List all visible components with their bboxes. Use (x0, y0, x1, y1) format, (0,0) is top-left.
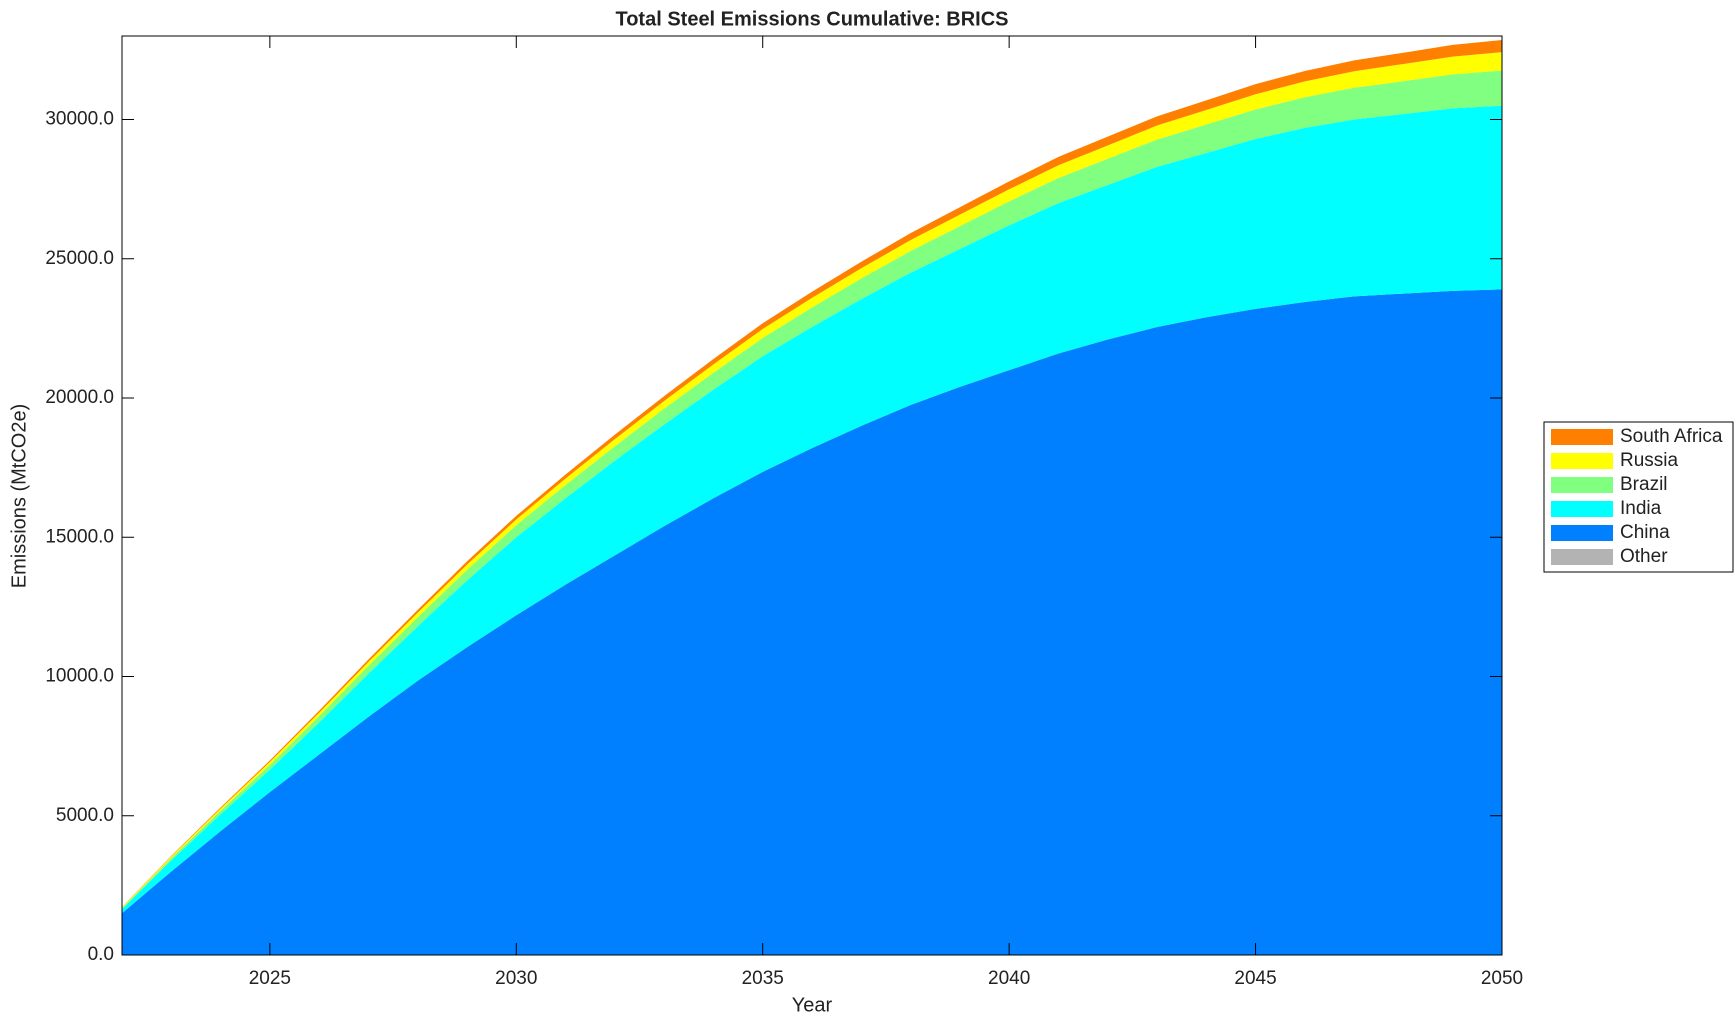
x-tick-label: 2035 (742, 968, 784, 989)
legend-label: Russia (1620, 450, 1679, 471)
x-tick-label: 2040 (988, 968, 1030, 989)
legend-swatch (1551, 525, 1613, 541)
y-tick-label: 30000.0 (45, 109, 114, 130)
area (122, 289, 1502, 955)
legend-label: Other (1620, 546, 1668, 567)
y-tick-label: 5000.0 (56, 805, 114, 826)
x-tick-label: 2030 (495, 968, 537, 989)
y-tick-label: 20000.0 (45, 387, 114, 408)
y-axis-label: Emissions (MtCO2e) (8, 404, 30, 588)
plot-frame (121, 35, 1503, 956)
y-tick-label: 10000.0 (45, 666, 114, 687)
legend-box (1543, 421, 1734, 573)
area (122, 105, 1502, 914)
chart-title: Total Steel Emissions Cumulative: BRICS (615, 8, 1008, 30)
legend-swatch (1551, 501, 1613, 517)
legend-label: India (1620, 498, 1662, 519)
legend-swatch (1551, 549, 1613, 565)
x-axis-label: Year (792, 994, 833, 1016)
legend-label: South Africa (1620, 426, 1723, 447)
legend-swatch (1551, 477, 1613, 493)
legend-label: China (1620, 522, 1670, 543)
y-tick-label: 0.0 (88, 944, 114, 965)
x-tick-label: 2025 (249, 968, 291, 989)
x-tick-label: 2050 (1481, 968, 1523, 989)
y-tick-label: 25000.0 (45, 248, 114, 269)
legend-swatch (1551, 429, 1613, 445)
legend-label: Brazil (1620, 474, 1668, 495)
legend-swatch (1551, 453, 1613, 469)
x-tick-label: 2045 (1234, 968, 1276, 989)
y-tick-label: 15000.0 (45, 526, 114, 547)
